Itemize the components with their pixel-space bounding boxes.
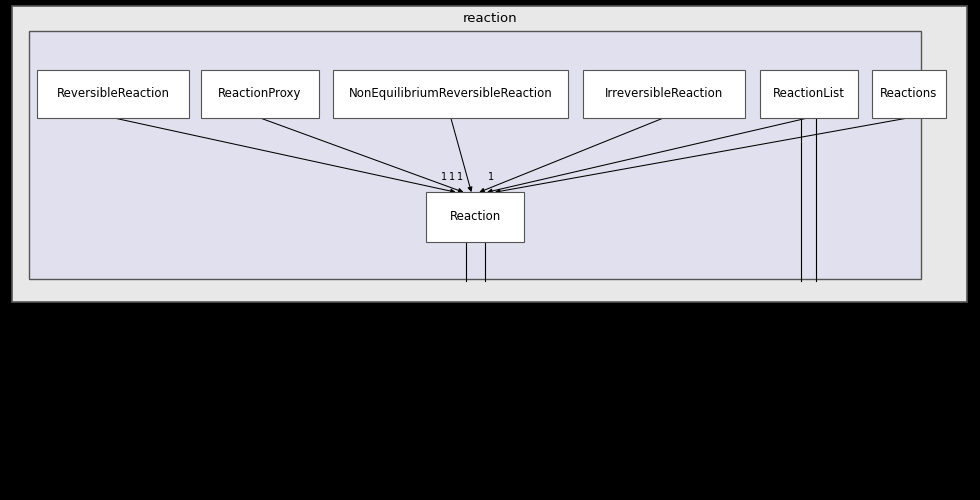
Bar bbox=[872, 70, 946, 118]
Text: IrreversibleReaction: IrreversibleReaction bbox=[605, 88, 723, 101]
Text: ReactionProxy: ReactionProxy bbox=[218, 88, 302, 101]
Text: ReactionList: ReactionList bbox=[772, 88, 845, 101]
Text: NonEquilibriumReversibleReaction: NonEquilibriumReversibleReaction bbox=[349, 88, 553, 101]
Text: Reactions: Reactions bbox=[880, 88, 938, 101]
Bar bbox=[201, 70, 318, 118]
Bar bbox=[760, 70, 858, 118]
Text: 1: 1 bbox=[488, 172, 494, 181]
Text: reaction: reaction bbox=[463, 12, 517, 25]
Text: 1: 1 bbox=[457, 172, 463, 181]
Text: ReversibleReaction: ReversibleReaction bbox=[57, 88, 170, 101]
Text: 1: 1 bbox=[441, 172, 447, 181]
Text: Reaction: Reaction bbox=[450, 210, 501, 224]
Bar bbox=[426, 192, 524, 242]
Bar bbox=[583, 70, 745, 118]
Text: 1: 1 bbox=[449, 172, 455, 181]
Bar bbox=[37, 70, 189, 118]
Bar bbox=[333, 70, 568, 118]
Bar bbox=[29, 31, 921, 279]
